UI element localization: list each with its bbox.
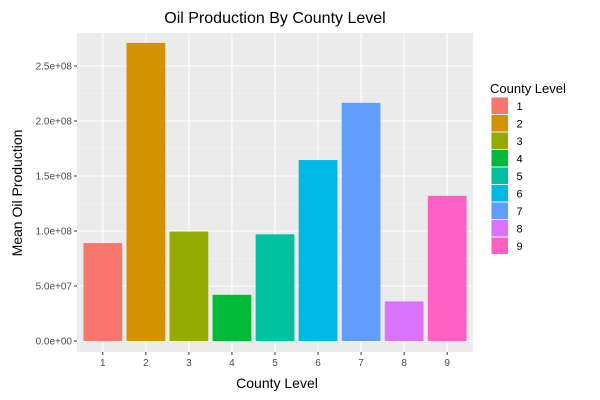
bar-county-level-8	[384, 301, 424, 341]
x-tick-label: 4	[229, 358, 235, 369]
y-tick-label: 2.5e+08	[36, 62, 73, 73]
y-tick-label: 0.0e+00	[36, 337, 73, 348]
bar-county-level-4	[212, 294, 252, 341]
legend-label: 1	[517, 101, 523, 113]
x-tick-label: 1	[100, 358, 106, 369]
legend-label: 2	[517, 118, 523, 130]
bar-county-level-7	[341, 102, 381, 341]
y-tick-label: 5.0e+07	[36, 282, 73, 293]
x-tick-label: 2	[143, 358, 149, 369]
legend-swatch-9	[491, 237, 508, 254]
legend-label: 6	[517, 188, 523, 200]
legend-swatch-3	[491, 132, 508, 149]
legend-label: 3	[517, 136, 523, 148]
y-tick-label: 1.0e+08	[36, 227, 73, 238]
bars	[83, 42, 467, 342]
x-tick-label: 3	[186, 358, 192, 369]
x-tick-label: 5	[272, 358, 278, 369]
legend-swatch-2	[491, 115, 508, 132]
legend-swatch-1	[491, 97, 508, 114]
legend-label: 4	[517, 153, 523, 165]
legend-label: 9	[517, 241, 523, 253]
bar-county-level-5	[255, 234, 295, 341]
legend-label: 8	[517, 223, 523, 235]
x-tick-label: 9	[444, 358, 450, 369]
legend-swatch-5	[491, 167, 508, 184]
y-axis-ticks: 0.0e+00 5.0e+07 1.0e+08 1.5e+08 2.0e+08 2.5e+…	[36, 62, 77, 348]
bar-county-level-9	[427, 195, 467, 341]
x-axis-ticks: 1 2 3 4 5 6 7 8 9	[100, 352, 450, 369]
bar-county-level-2	[126, 42, 166, 342]
bar-county-level-1	[83, 243, 123, 341]
y-tick-label: 2.0e+08	[36, 117, 73, 128]
legend-title: County Level	[490, 81, 566, 96]
x-tick-label: 7	[358, 358, 364, 369]
chart-title: Oil Production By County Level	[164, 10, 385, 27]
legend-swatch-6	[491, 185, 508, 202]
legend-swatch-7	[491, 202, 508, 219]
legend-label: 7	[517, 206, 523, 218]
legend-swatch-4	[491, 150, 508, 167]
x-tick-label: 8	[401, 358, 407, 369]
x-axis-title: County Level	[236, 375, 318, 391]
y-axis-title: Mean Oil Production	[9, 130, 25, 257]
legend: County Level 1 2 3 4 5 6 7 8 9	[490, 81, 566, 255]
x-tick-label: 6	[315, 358, 321, 369]
legend-items: 1 2 3 4 5 6 7 8 9	[491, 97, 523, 255]
legend-swatch-8	[491, 220, 508, 237]
bar-county-level-6	[298, 160, 338, 341]
bar-county-level-3	[169, 231, 209, 341]
legend-label: 5	[517, 171, 523, 183]
y-tick-label: 1.5e+08	[36, 172, 73, 183]
